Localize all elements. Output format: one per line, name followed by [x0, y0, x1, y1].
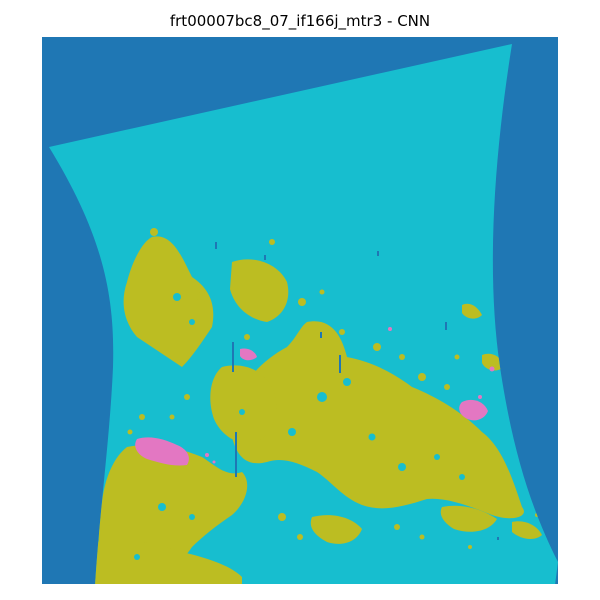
- blue-class-streaks: [215, 242, 499, 540]
- classification-map: [42, 37, 558, 584]
- pink-class-region: [135, 327, 495, 466]
- cyan-gaps: [134, 293, 465, 560]
- olive-speckles: [104, 228, 539, 549]
- figure-title: frt00007bc8_07_if166j_mtr3 - CNN: [169, 12, 431, 30]
- olive-class-region: [95, 236, 542, 584]
